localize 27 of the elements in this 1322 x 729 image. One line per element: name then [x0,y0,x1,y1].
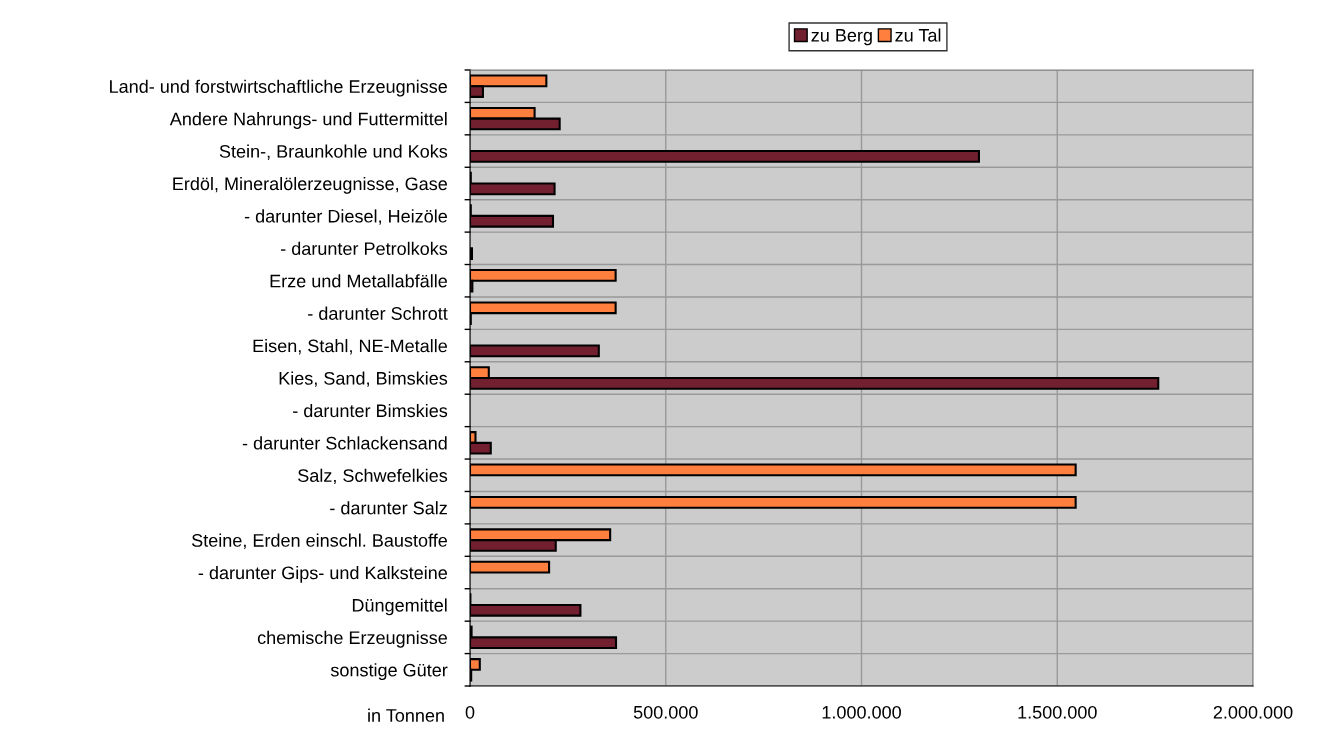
x-tick-label: 1.500.000 [1018,705,1097,719]
x-tick-label: 0 [465,705,475,719]
y-tick-label: - darunter Diesel, Heizöle [244,209,447,225]
y-tick-label: - darunter Salz [330,501,447,515]
y-tick-label: - darunter Schlackensand [242,436,447,450]
y-tick-label: chemische Erzeugnisse [257,630,447,648]
y-tick-label: Stein-, Braunkohle und Koks [219,144,448,160]
y-tick-label: - darunter Petrolkoks [281,241,448,256]
x-tick-label: 1.000.000 [822,705,901,719]
y-tick-label: Erze und Metallabfälle [270,274,447,288]
legend-label: zu Berg [811,29,872,46]
y-tick-label: Salz, Schwefelkies [298,468,448,485]
y-tick-label: - darunter Gips- und Kalksteine [198,565,447,583]
y-tick-label: - darunter Bimskies [293,403,448,418]
y-tick-label: Düngemittel [352,598,447,616]
x-axis-title: in Tonnen [368,708,444,722]
legend-label: zu Tal [895,28,941,42]
y-tick-label: Steine, Erden einschl. Baustoffe [191,533,447,549]
y-tick-label: Andere Nahrungs- und Futtermittel [169,112,447,129]
x-tick-label: 500.000 [633,705,698,719]
y-tick-label: Kies, Sand, Bimskies [279,371,448,387]
x-tick-label: 2.000.000 [1213,705,1293,719]
y-tick-label: Erdöl, Mineralölerzeugnisse, Gase [173,176,447,194]
y-tick-label: Land- und forstwirtschaftliche Erzeugnisse [110,79,447,97]
y-tick-label: - darunter Schrott [308,306,448,320]
y-tick-label: Eisen, Stahl, NE-Metalle [253,339,447,355]
y-tick-label: sonstige Güter [330,663,448,681]
